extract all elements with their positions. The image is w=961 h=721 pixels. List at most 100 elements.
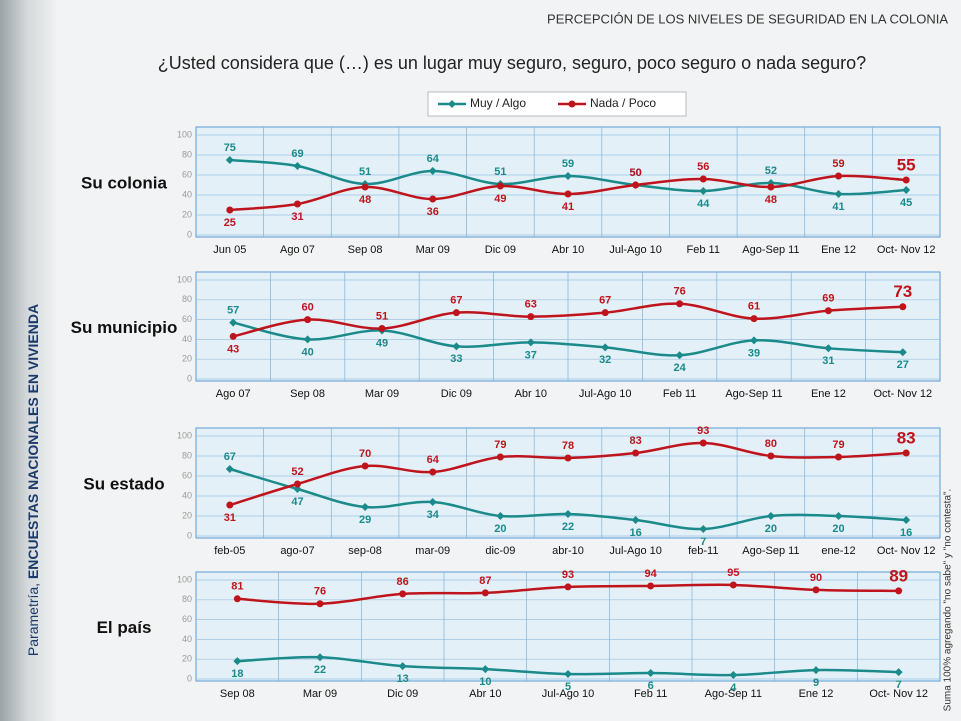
x-tick-label: Feb 11 (687, 244, 720, 256)
slide-title: PERCEPCIÓN DE LOS NIVELES DE SEGURIDAD E… (547, 11, 948, 26)
point (304, 316, 312, 324)
point (601, 343, 610, 352)
point (899, 303, 907, 311)
data-label: 51 (376, 310, 388, 322)
y-tick-label: 20 (182, 510, 192, 520)
point (834, 190, 843, 198)
data-label: 13 (397, 673, 409, 685)
x-tick-label: Sep 08 (290, 388, 325, 400)
y-tick-label: 80 (182, 294, 192, 304)
data-label: 5 (565, 681, 571, 693)
point (729, 671, 738, 680)
point (361, 503, 370, 511)
legend-marker (448, 100, 456, 108)
side-strip (0, 0, 56, 721)
x-tick-label: ene-12 (821, 545, 855, 557)
data-label: 36 (427, 206, 439, 218)
point (767, 452, 775, 460)
point (766, 512, 775, 520)
data-label: 39 (748, 347, 760, 359)
question: ¿Usted considera que (…) es un lugar muy… (158, 53, 866, 73)
x-tick-label: Oct- Nov 12 (873, 388, 932, 400)
y-tick-label: 0 (187, 229, 192, 239)
y-tick-label: 60 (182, 470, 192, 480)
data-label: 93 (562, 569, 574, 581)
data-label: 94 (645, 568, 658, 580)
row-label: Su estado (83, 474, 164, 493)
point (361, 183, 369, 191)
point (676, 300, 684, 308)
point (398, 662, 407, 671)
data-label: 44 (697, 198, 710, 210)
data-label: 64 (427, 153, 440, 165)
x-tick-label: Abr 10 (515, 388, 547, 400)
x-tick-label: Feb 11 (634, 688, 667, 700)
point (564, 190, 572, 198)
point (835, 172, 843, 180)
data-label: 86 (397, 576, 409, 588)
data-label: 49 (376, 337, 388, 349)
data-label: 34 (427, 509, 440, 521)
data-label: 47 (291, 496, 303, 508)
point (564, 583, 572, 591)
x-tick-label: Jul-Ago 10 (579, 388, 632, 400)
point (233, 657, 242, 666)
data-label: 70 (359, 448, 371, 460)
point (895, 587, 903, 595)
x-tick-label: Ene 12 (799, 688, 834, 700)
x-tick-label: Feb 11 (663, 388, 696, 400)
point (824, 307, 832, 315)
x-tick-label: Ago 07 (216, 388, 251, 400)
point (699, 439, 707, 447)
data-label: 67 (224, 451, 236, 463)
data-label: 57 (227, 304, 239, 316)
point (452, 309, 460, 317)
point (316, 600, 324, 608)
point (526, 338, 535, 347)
point (894, 668, 903, 677)
data-label: 52 (291, 466, 303, 478)
x-tick-label: Ene 12 (821, 244, 856, 256)
x-tick-label: abr-10 (552, 545, 584, 557)
data-label: 52 (765, 165, 777, 177)
data-label: 29 (359, 514, 371, 526)
point (378, 325, 386, 333)
row-label: Su colonia (81, 173, 168, 192)
data-label: 41 (562, 201, 574, 213)
data-label: 79 (832, 439, 844, 451)
point (834, 512, 843, 520)
point (647, 582, 655, 590)
data-label: 24 (673, 362, 686, 374)
x-tick-label: Jul-Ago 10 (609, 545, 662, 557)
data-label: 49 (494, 193, 506, 205)
x-tick-label: Mar 09 (365, 388, 399, 400)
point (750, 336, 758, 345)
point (902, 516, 911, 524)
data-label: 18 (231, 668, 243, 680)
data-label: 4 (730, 682, 737, 694)
data-label: 76 (673, 286, 685, 298)
data-label: 51 (494, 166, 506, 178)
x-tick-label: feb-05 (214, 545, 245, 557)
data-label: 40 (301, 346, 313, 358)
data-label: 27 (897, 359, 909, 371)
side-text: Parametría, ENCUESTAS NACIONALES EN VIVI… (25, 304, 41, 656)
data-label: 33 (450, 353, 462, 365)
x-tick-label: Oct- Nov 12 (869, 688, 928, 700)
point (399, 590, 407, 598)
y-tick-label: 0 (187, 530, 192, 540)
data-label: 76 (314, 586, 326, 598)
data-label: 78 (562, 440, 574, 452)
data-label: 32 (599, 354, 611, 366)
y-tick-label: 20 (182, 209, 192, 219)
data-label: 6 (648, 680, 654, 692)
data-label: 89 (889, 566, 908, 585)
x-tick-label: ago-07 (280, 545, 314, 557)
point (564, 670, 572, 679)
x-tick-label: sep-08 (348, 545, 382, 557)
y-tick-label: 20 (182, 354, 192, 364)
x-tick-label: Ago-Sep 11 (742, 244, 799, 256)
data-label: 90 (810, 572, 822, 584)
data-label: 41 (832, 201, 844, 213)
